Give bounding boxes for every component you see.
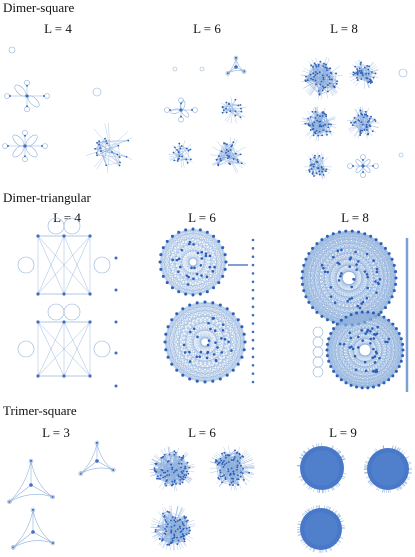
isolated-nodes-dt-l4 [114,256,118,388]
graph-ds-l8-e [304,152,332,180]
graph-ds-l6-d [168,140,193,168]
graph-ds-l4-a [4,80,50,112]
col-label-ds-1: L = 4 [44,21,72,36]
loops-dt-l8 [312,326,324,378]
graph-ts-l9-a [297,443,347,494]
col-label-ts-3: L = 9 [329,425,357,440]
section-title-dimer-square: Dimer-square [3,0,75,15]
graph-ds-l8-a [300,57,344,100]
loop-node-ds-l8-b [398,152,404,158]
graph-dt-l6-b [163,300,247,384]
loop-node-ds [92,87,102,97]
graph-ds-l6-c [221,96,247,124]
graph-ds-l6-b [164,97,198,123]
col-label-ts-2: L = 6 [188,425,216,440]
col-label-dt-1: L = 4 [53,210,81,225]
graph-ts-l9-b [364,445,412,494]
graph-ts-l3-c [10,507,56,550]
loop-node-ds-l8 [398,68,408,78]
graph-dt-l8-b [325,310,405,390]
col-label-dt-3: L = 8 [341,210,369,225]
graph-ds-l4-c [86,123,133,173]
graph-ds-l8-b [348,59,379,89]
isolated-node-ds [8,46,16,54]
graph-ds-l6-e [210,137,247,174]
section-title-trimer-square: Trimer-square [3,403,77,418]
graph-ts-l6-a [149,446,195,492]
col-label-ds-3: L = 8 [330,21,358,36]
graph-ds-l8-d [346,106,380,139]
node-column-dt-l6 [251,238,255,384]
graph-dt-l4-b [17,303,111,378]
graph-dt-l6-a [158,227,228,297]
graph-ts-l6-c [150,505,196,551]
graph-ds-l6-a [225,55,247,76]
section-title-dimer-triangular: Dimer-triangular [3,190,91,205]
col-label-dt-2: L = 6 [188,210,216,225]
graph-dt-l8-a [300,229,398,327]
graph-ts-l9-c [297,505,345,554]
graph-ts-l6-b [209,445,255,491]
graph-ts-l3-a [7,458,55,505]
col-label-ts-1: L = 3 [42,425,70,440]
graph-ts-l3-b [78,440,116,476]
graph-dt-l4-a [17,217,111,296]
graph-ds-l8-c [301,106,337,142]
graph-ds-l4-b [2,130,48,162]
small-loops-ds-l6 [172,66,205,72]
col-label-ds-2: L = 6 [193,21,221,36]
graph-ds-l8-f [347,154,379,178]
